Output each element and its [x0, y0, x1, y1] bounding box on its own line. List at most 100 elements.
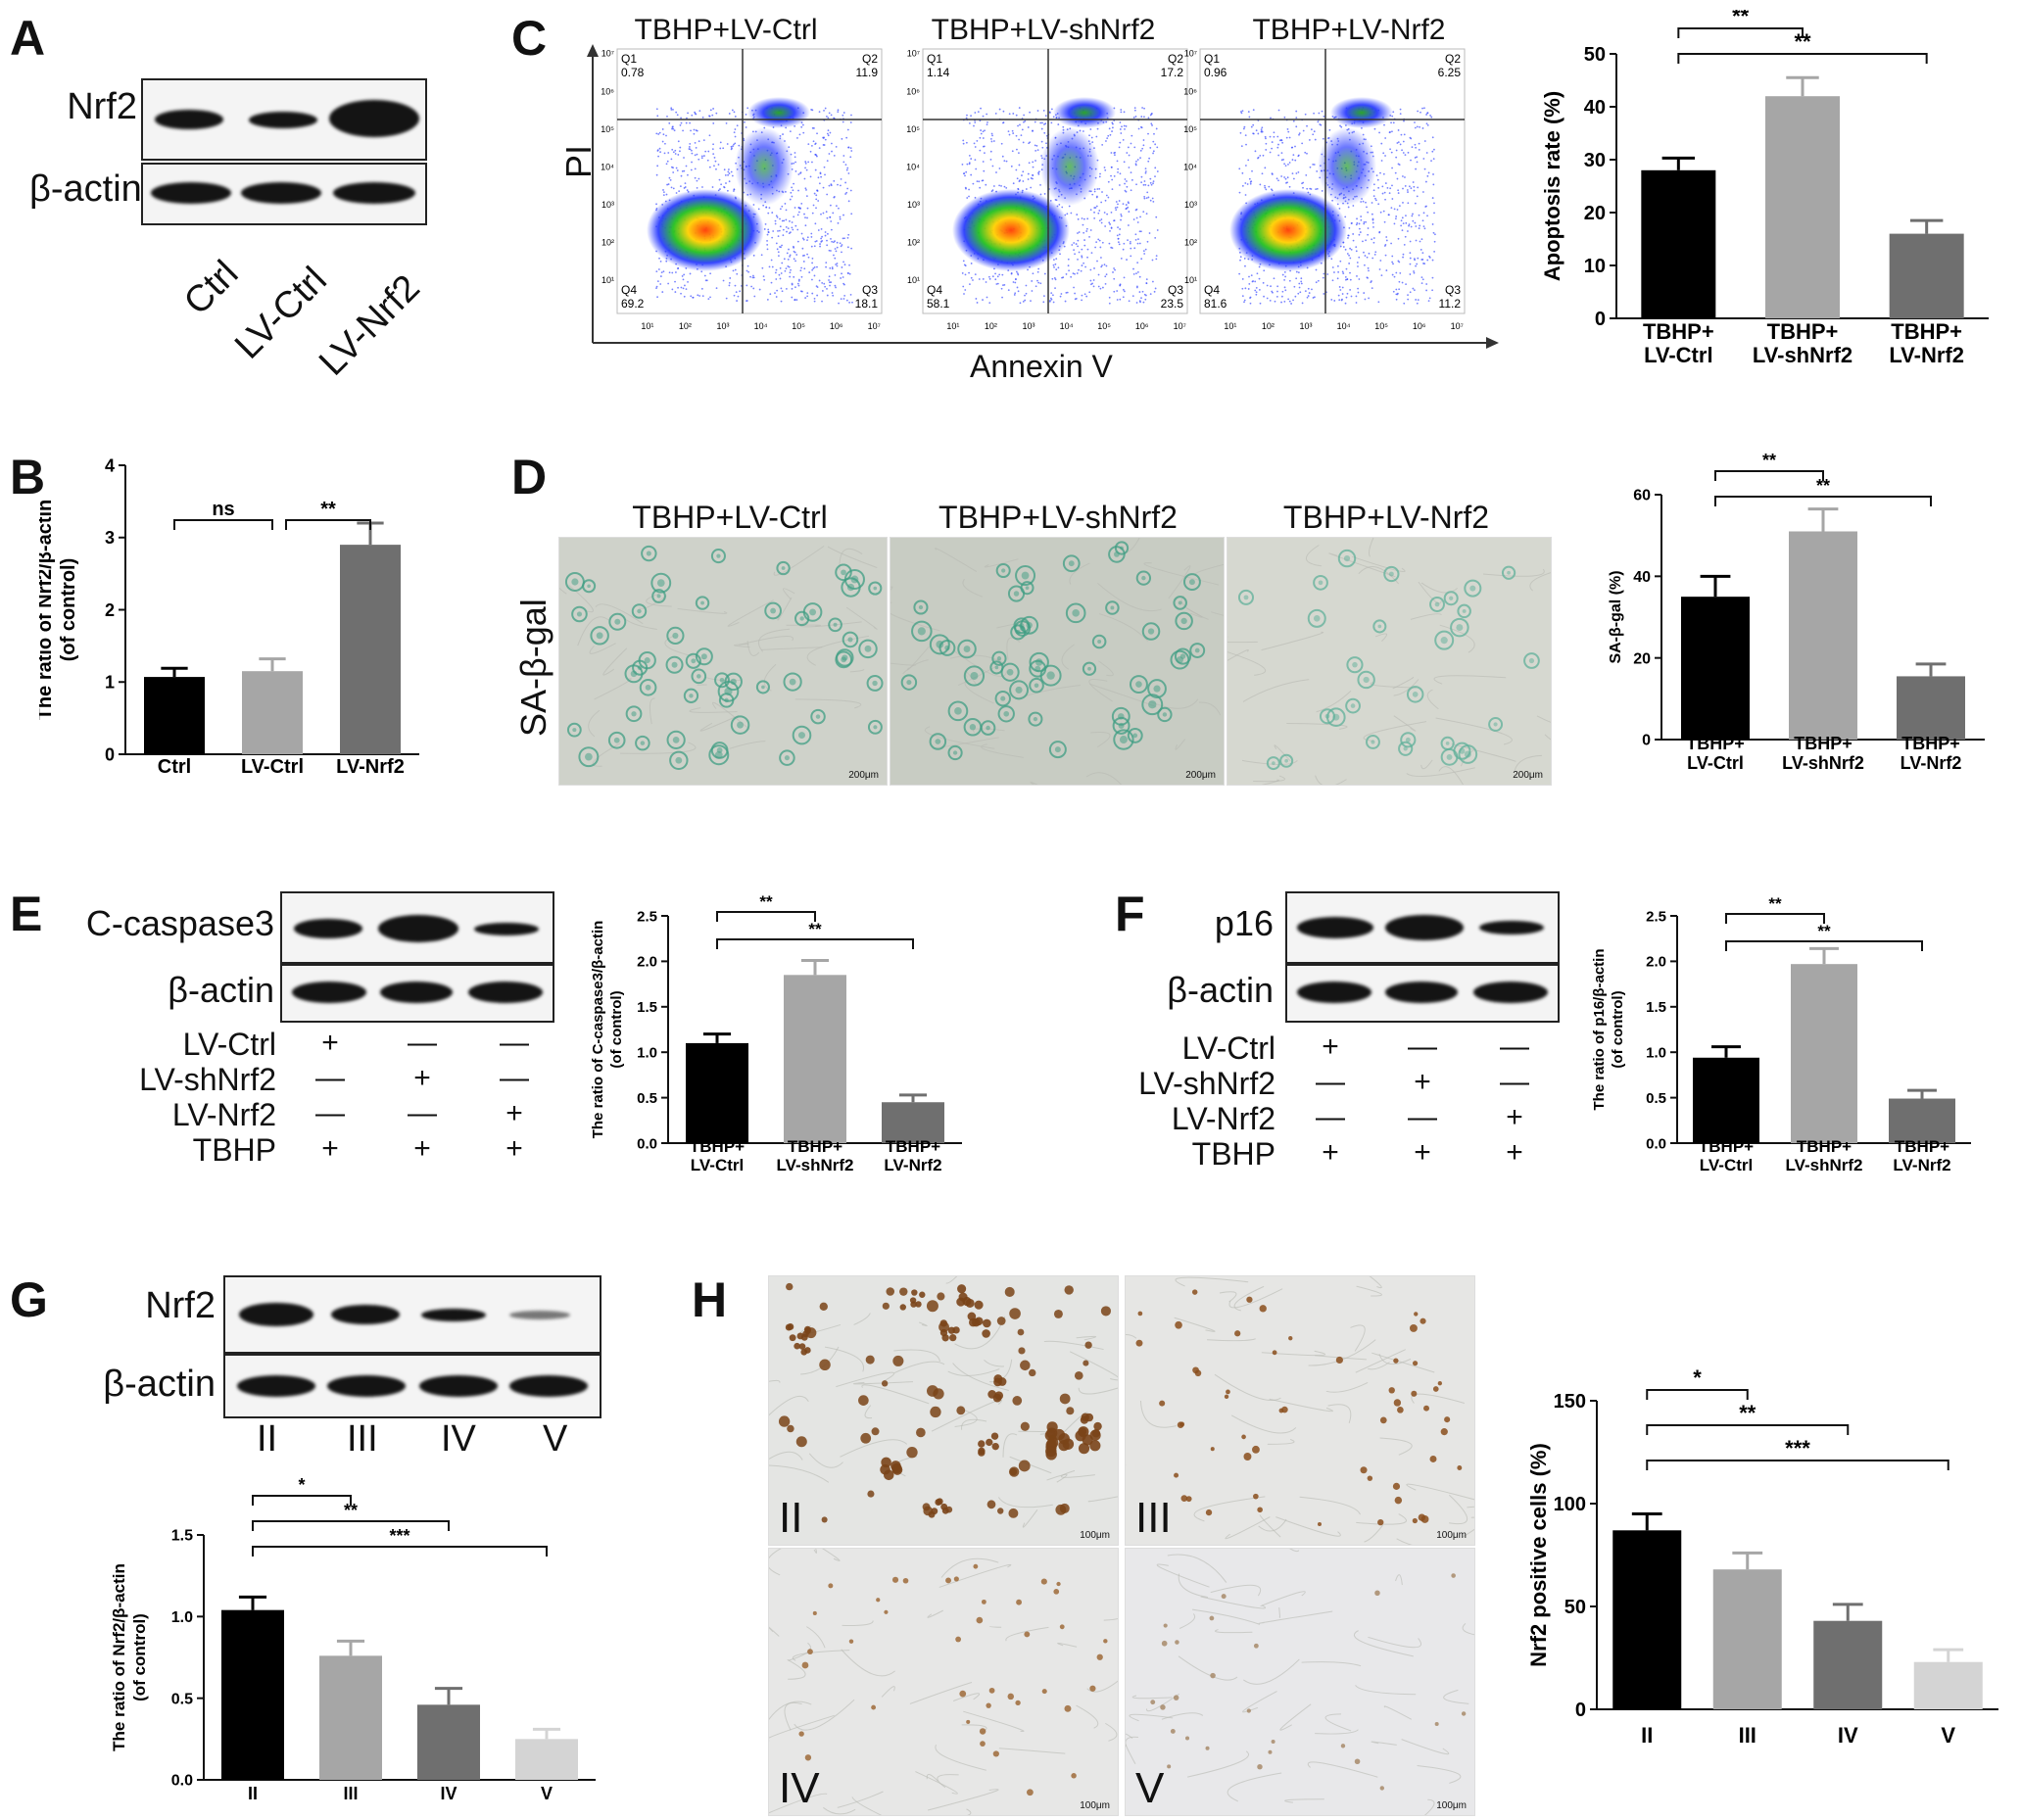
- y-tick-label: 1.0: [1646, 1044, 1666, 1061]
- x-tick-label: LV-shNrf2: [1782, 753, 1864, 773]
- minus-mark: —: [408, 1027, 437, 1059]
- nrf2-ratio-bar-chart-g: 0.0 0.5 1.0 1.5 The ratio of Nrf2/β-actin (of…: [110, 1475, 596, 1803]
- significance-bracket: [1725, 940, 1923, 951]
- y-tick-label: 30: [1584, 150, 1606, 171]
- quadrant-label: Q1: [1204, 52, 1220, 66]
- quadrant-label: 18.1: [855, 297, 879, 311]
- quadrant-label: 1.14: [927, 66, 950, 79]
- y-tick-label: 10: [1584, 256, 1606, 277]
- panel-letter-a: A: [10, 11, 46, 66]
- blot-label-c-caspase3: C-caspase3: [85, 903, 274, 943]
- blot-label-p16: p16: [1214, 903, 1274, 943]
- flow-x-tick-label: 10⁴: [754, 321, 768, 331]
- minus-mark: —: [500, 1062, 529, 1094]
- flow-y-tick-label: 10¹: [1184, 275, 1197, 285]
- sa-gal-image-3: 200μm: [1227, 537, 1552, 786]
- quadrant-label: Q3: [862, 283, 878, 297]
- quadrant-label: 17.2: [1161, 66, 1184, 79]
- significance-bracket: [1646, 1424, 1850, 1435]
- x-tick-label: TBHP+: [690, 1137, 745, 1156]
- flow-x-tick-label: 10²: [985, 321, 997, 331]
- y-tick-label: 0.5: [1646, 1090, 1666, 1107]
- quadrant-label: 69.2: [621, 297, 645, 311]
- sa-gal-title-2: TBHP+LV-shNrf2: [938, 500, 1178, 535]
- panel-letter-b: B: [10, 450, 46, 504]
- y-tick-label: 40: [1633, 569, 1651, 586]
- x-tick-label: III: [1739, 1723, 1756, 1748]
- scale-bar-label: 200μm: [848, 770, 879, 781]
- flow-y-tick-label: 10⁷: [907, 49, 920, 59]
- western-blot-actin-g: [223, 1354, 601, 1418]
- flow-x-tick-label: 10⁵: [1374, 321, 1388, 331]
- x-tick-label: LV-Nrf2: [1901, 753, 1962, 773]
- condition-label: TBHP: [1191, 1136, 1275, 1172]
- x-tick-label: LV-Ctrl: [691, 1156, 744, 1174]
- y-tick-label: 1.5: [1646, 999, 1666, 1016]
- plus-mark: +: [1414, 1136, 1431, 1169]
- y-tick-label: 0: [1642, 733, 1651, 749]
- bar: [1641, 169, 1716, 318]
- bar: [1889, 233, 1964, 318]
- panel-letter-h: H: [692, 1272, 728, 1327]
- x-tick-label: TBHP+: [1643, 319, 1714, 344]
- bar: [1789, 531, 1857, 740]
- bar: [417, 1704, 480, 1780]
- lane-label-g-iv: IV: [441, 1418, 476, 1460]
- flow-title-1: TBHP+LV-Ctrl: [634, 14, 818, 46]
- chart-group: 0.0 0.5 1.0 1.5 2.0 2.5 The ratio of C-caspase…: [590, 892, 962, 1174]
- bar: [1889, 1098, 1955, 1143]
- quadrant-label: 11.2: [1439, 297, 1462, 311]
- x-tick-label: TBHP+: [1891, 319, 1962, 344]
- flow-title-2: TBHP+LV-shNrf2: [931, 14, 1156, 46]
- minus-mark: —: [500, 1027, 529, 1059]
- x-tick-label: LV-Ctrl: [1700, 1156, 1753, 1174]
- y-tick-label: 3: [105, 528, 115, 548]
- significance-label: ns: [212, 499, 234, 520]
- y-tick-label: 0.0: [637, 1135, 657, 1152]
- x-tick-label: LV-Nrf2: [884, 1156, 941, 1174]
- y-tick-label: 20: [1584, 203, 1606, 224]
- quadrant-label: 81.6: [1204, 297, 1227, 311]
- flow-y-tick-label: 10⁵: [906, 124, 920, 134]
- x-tick-label: LV-shNrf2: [776, 1156, 853, 1174]
- y-axis-label: Apoptosis rate (%): [1540, 91, 1564, 281]
- flow-y-tick-label: 10²: [1184, 238, 1197, 248]
- quadrant-label: Q4: [621, 283, 637, 297]
- sa-gal-title-1: TBHP+LV-Ctrl: [632, 500, 828, 535]
- y-tick-label: 60: [1633, 488, 1651, 504]
- bar: [1913, 1661, 1983, 1709]
- significance-label: **: [344, 1501, 358, 1520]
- flow-x-tick-label: 10¹: [946, 321, 959, 331]
- x-tick-label: TBHP+: [1797, 1137, 1852, 1156]
- scale-bar-label: 200μm: [1513, 770, 1543, 781]
- y-tick-label: 1: [105, 673, 115, 693]
- quadrant-label: Q4: [927, 283, 942, 297]
- quadrant-label: Q2: [862, 52, 878, 66]
- flow-x-tick-label: 10⁶: [1413, 321, 1426, 331]
- x-tick-label: LV-Nrf2: [336, 756, 405, 778]
- significance-label: ***: [389, 1526, 409, 1546]
- panel-letter-f: F: [1115, 886, 1145, 941]
- flow-x-tick-label: 10⁷: [868, 321, 881, 331]
- significance-label: ***: [1785, 1436, 1810, 1461]
- condition-label: LV-shNrf2: [139, 1062, 276, 1097]
- significance-bracket: [1646, 1389, 1749, 1400]
- bar: [1765, 96, 1840, 318]
- x-tick-label: IV: [440, 1784, 457, 1803]
- panel-letter-d: D: [511, 450, 548, 504]
- x-tick-label: II: [1641, 1723, 1653, 1748]
- x-tick-label: TBHP+: [1895, 1137, 1949, 1156]
- bar: [319, 1655, 382, 1780]
- flow-x-tick-label: 10⁴: [1060, 321, 1074, 331]
- condition-label: LV-Ctrl: [1181, 1030, 1275, 1066]
- quadrant-label: Q1: [927, 52, 942, 66]
- significance-bracket: [1646, 1460, 1949, 1470]
- flow-x-tick-label: 10⁵: [792, 321, 805, 331]
- y-axis-label: (of control): [58, 558, 79, 662]
- y-tick-label: 0: [105, 744, 115, 764]
- ihc-label-iii: III: [1135, 1494, 1172, 1542]
- bar: [515, 1739, 578, 1780]
- y-axis-label: (of control): [608, 990, 625, 1068]
- bar: [1791, 964, 1857, 1143]
